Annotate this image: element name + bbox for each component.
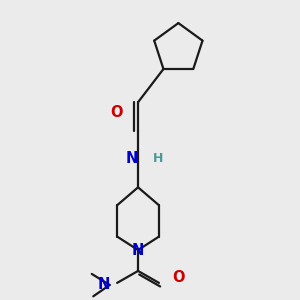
Text: N: N — [126, 152, 138, 166]
Text: O: O — [111, 105, 123, 120]
Text: N: N — [97, 278, 110, 292]
Text: O: O — [172, 270, 185, 285]
Text: H: H — [153, 152, 164, 166]
Text: N: N — [132, 242, 144, 257]
